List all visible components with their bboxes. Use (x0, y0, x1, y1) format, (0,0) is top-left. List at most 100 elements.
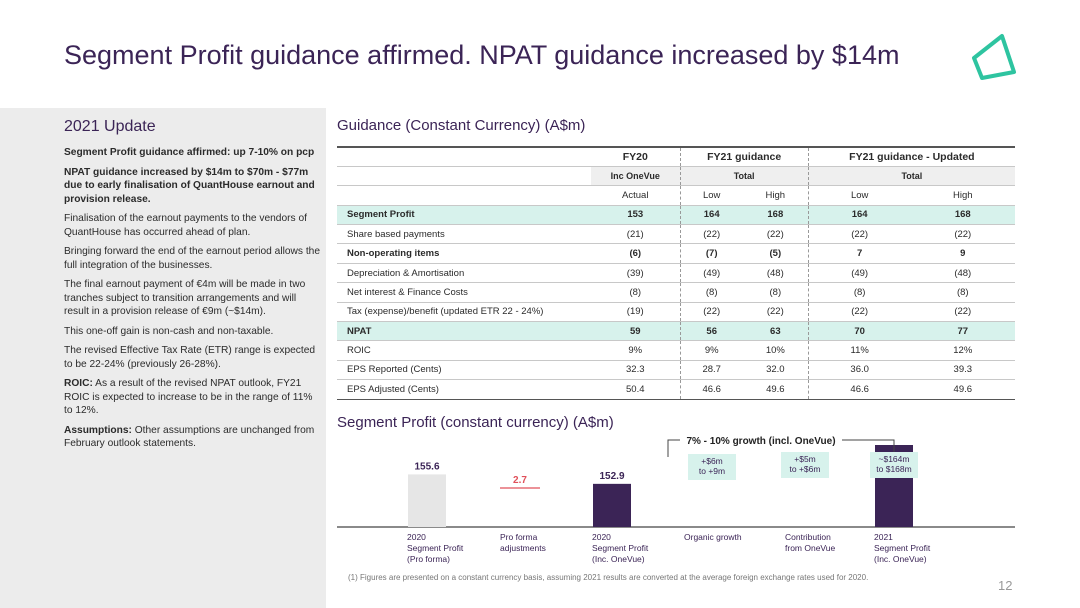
range-label: +$6m (701, 456, 723, 466)
range-label: to +$6m (790, 464, 821, 474)
table-cell: 9% (680, 340, 743, 361)
table-cell: (49) (808, 263, 911, 284)
table-row: ROIC 9% 9% 10% 11% 12% (337, 340, 1015, 361)
table-row: Depreciation & Amortisation (39) (49) (48)(… (337, 263, 1015, 284)
category-label: Contribution (785, 532, 831, 542)
table-cell: (22) (910, 224, 1015, 245)
row-label: EPS Reported (Cents) (337, 360, 591, 381)
table-row: EPS Adjusted (Cents) 50.4 46.6 49.6 46.6 49.6 (337, 379, 1015, 400)
table-row: Share based payments (21) (22) (22) (22) (22) (337, 224, 1015, 245)
bar-value-label: 152.9 (599, 471, 624, 482)
range-box (688, 454, 736, 480)
table-row: Net interest & Finance Costs (8) (8) (8) (8)… (337, 282, 1015, 303)
table-cell: 39.3 (910, 360, 1015, 381)
table-row: Non-operating items (6) (7) (5) 7 9 (337, 243, 1015, 264)
table-cell: 70 (808, 321, 911, 342)
table-cell: (8) (808, 282, 911, 303)
table-cell: (22) (808, 302, 911, 323)
hdr-low-updated: Low (808, 185, 911, 206)
table-cell: 59 (591, 321, 681, 342)
row-label: Non-operating items (337, 243, 591, 264)
hdr-high-updated: High (910, 185, 1015, 206)
range-label: +$5m (794, 454, 816, 464)
table-cell: 168 (742, 205, 809, 226)
table-cell: (8) (910, 282, 1015, 303)
row-label: Depreciation & Amortisation (337, 263, 591, 284)
table-cell: (5) (742, 243, 809, 264)
category-label: Segment Profit (874, 543, 931, 553)
sub-inc-onevue: Inc OneVue (591, 166, 681, 187)
page-number: 12 (998, 578, 1013, 593)
table-cell: 9% (591, 340, 681, 361)
table-cell: 46.6 (680, 379, 743, 400)
bar-0 (408, 474, 446, 527)
category-label: Organic growth (684, 532, 742, 542)
hdr-actual: Actual (591, 185, 681, 206)
category-label: Pro forma (500, 532, 538, 542)
row-label: Segment Profit (337, 205, 591, 226)
table-row: NPAT 59 56 63 70 77 (337, 321, 1015, 342)
update-p2: NPAT guidance increased by $14m to $70m … (64, 166, 315, 205)
category-label: 2020 (592, 532, 611, 542)
growth-bracket-right (842, 439, 895, 452)
category-label: (Inc. OneVue) (874, 554, 927, 564)
table-cell: 153 (591, 205, 681, 226)
table-cell: 36.0 (808, 360, 911, 381)
table-cell: 168 (910, 205, 1015, 226)
table-cell: 46.6 (808, 379, 911, 400)
table-cell: (49) (680, 263, 743, 284)
table-cell: 28.7 (680, 360, 743, 381)
sub-total-updated: Total (808, 166, 1015, 187)
range-label: to $168m (876, 464, 911, 474)
update-heading: 2021 Update (64, 118, 156, 135)
guidance-table: FY20 FY21 guidance FY21 guidance - Updat… (337, 145, 1015, 400)
table-cell: (48) (742, 263, 809, 284)
update-p8: As a result of the revised NPAT outlook,… (64, 378, 313, 416)
row-label: Share based payments (337, 224, 591, 245)
table-cell: (8) (591, 282, 681, 303)
row-label: NPAT (337, 321, 591, 342)
table-cell: (22) (910, 302, 1015, 323)
table-cell: (8) (742, 282, 809, 303)
category-label: 2021 (874, 532, 893, 542)
table-cell: 32.0 (742, 360, 809, 381)
logo-icon (972, 34, 1016, 80)
range-label: to +9m (699, 466, 725, 476)
update-p4: Bringing forward the end of the earnout … (64, 246, 320, 271)
hdr-low: Low (680, 185, 743, 206)
hdr-high: High (742, 185, 809, 206)
table-cell: (21) (591, 224, 681, 245)
sub-total: Total (680, 166, 809, 187)
table-cell: (22) (680, 302, 743, 323)
footnote: (1) Figures are presented on a constant … (348, 573, 869, 582)
col-fy21-updated: FY21 guidance - Updated (808, 145, 1015, 167)
category-label: Segment Profit (592, 543, 649, 553)
update-p9: Other assumptions are unchanged from Feb… (64, 424, 315, 450)
table-cell: 50.4 (591, 379, 681, 400)
table-row: EPS Reported (Cents) 32.3 28.7 32.0 36.0 39.3 (337, 360, 1015, 381)
category-label: 2020 (407, 532, 426, 542)
row-label: Net interest & Finance Costs (337, 282, 591, 303)
table-cell: (7) (680, 243, 743, 264)
bar-value-label: 2.7 (513, 475, 527, 486)
table-cell: (39) (591, 263, 681, 284)
update-body: Segment Profit guidance affirmed: up 7-1… (64, 146, 320, 457)
table-cell: (48) (910, 263, 1015, 284)
guidance-heading: Guidance (Constant Currency) (A$m) (337, 117, 586, 134)
table-row: Tax (expense)/benefit (updated ETR 22 - … (337, 302, 1015, 323)
table-cell: 9 (910, 243, 1015, 264)
range-box (781, 452, 829, 478)
bar-value-label: 155.6 (414, 461, 439, 472)
row-label: EPS Adjusted (Cents) (337, 379, 591, 400)
row-label: Tax (expense)/benefit (updated ETR 22 - … (337, 302, 591, 323)
category-label: from OneVue (785, 543, 836, 553)
category-label: (Inc. OneVue) (592, 554, 645, 564)
table-cell: (22) (680, 224, 743, 245)
update-p9-label: Assumptions: (64, 424, 132, 436)
table-cell: 49.6 (742, 379, 809, 400)
table-cell: (19) (591, 302, 681, 323)
category-label: (Pro forma) (407, 554, 450, 564)
table-cell: 56 (680, 321, 743, 342)
table-cell: (22) (808, 224, 911, 245)
